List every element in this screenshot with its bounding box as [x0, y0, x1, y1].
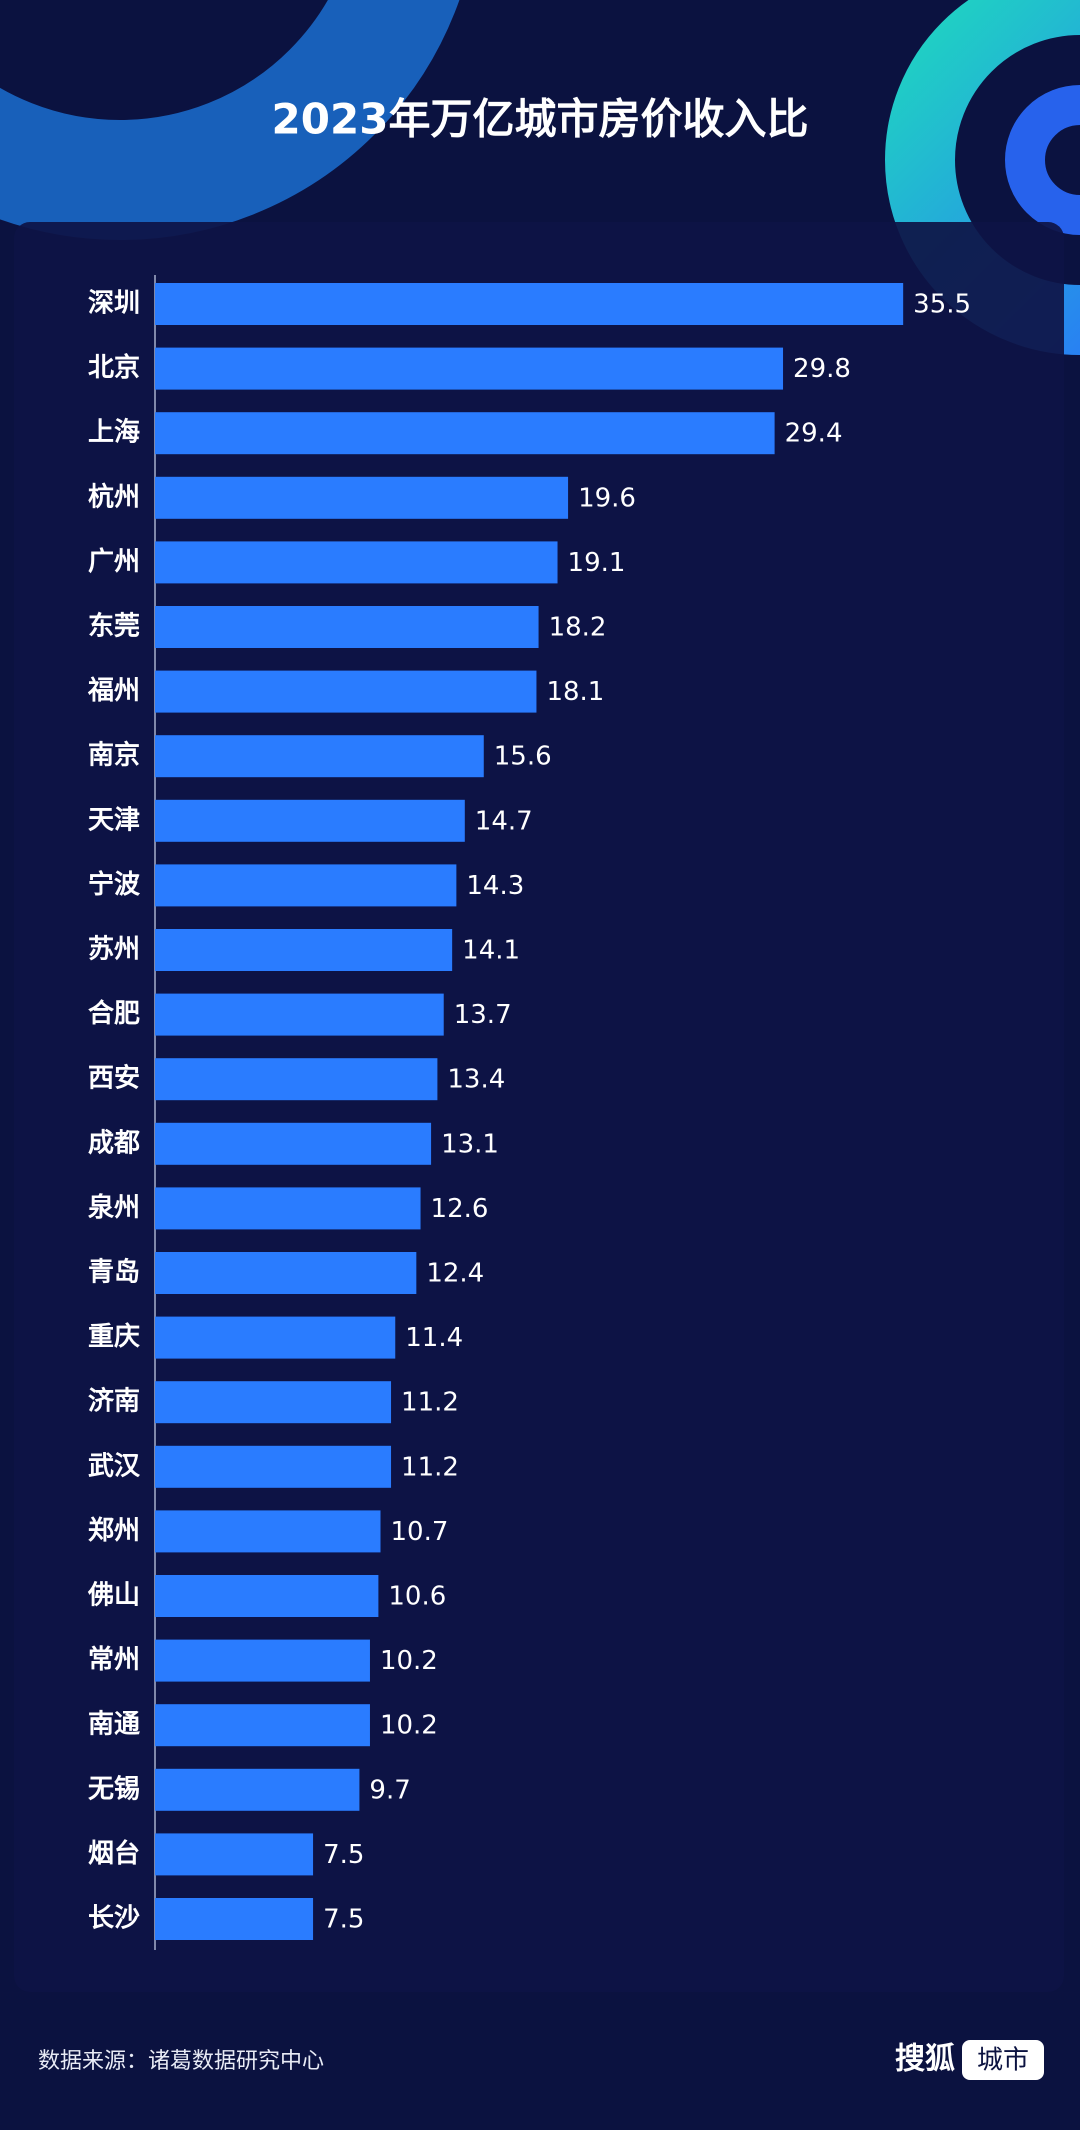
bar [155, 347, 784, 390]
value-label: 10.2 [380, 1711, 438, 1741]
bar [155, 606, 539, 648]
category-label: 烟台 [88, 1838, 140, 1869]
category-label: 青岛 [88, 1257, 140, 1288]
category-label: 泉州 [88, 1192, 140, 1223]
value-label: 19.6 [578, 483, 636, 513]
category-label: 上海 [88, 418, 140, 448]
value-label: 35.5 [913, 290, 971, 320]
bar [155, 1704, 370, 1747]
value-label: 14.1 [462, 936, 520, 966]
category-label: 佛山 [87, 1581, 140, 1611]
logo-tag: 城市 [977, 2046, 1029, 2076]
value-label: 12.4 [426, 1259, 484, 1289]
value-label: 7.5 [323, 1905, 364, 1935]
category-label: 宁波 [88, 869, 141, 900]
category-label: 广州 [88, 547, 140, 577]
source-note: 数据来源：诸葛数据研究中心 [38, 2049, 324, 2074]
category-label: 无锡 [88, 1774, 140, 1804]
value-label: 19.1 [568, 548, 626, 578]
category-label: 长沙 [88, 1904, 140, 1934]
bar [155, 412, 775, 455]
bar [155, 1445, 392, 1488]
category-label: 福州 [87, 676, 140, 706]
value-label: 12.6 [431, 1194, 489, 1224]
decor-arc [0, 0, 460, 240]
bar [155, 1252, 417, 1294]
bar [155, 283, 904, 325]
value-label: 18.1 [546, 677, 604, 707]
category-label: 杭州 [88, 481, 140, 512]
bar [155, 1316, 396, 1359]
bar [155, 929, 453, 971]
bar [155, 1510, 381, 1553]
value-label: 7.5 [323, 1840, 364, 1870]
bar [155, 799, 465, 842]
bar [155, 864, 457, 907]
value-label: 14.3 [466, 871, 524, 901]
value-label: 13.7 [454, 1000, 512, 1030]
logo-tag-box [962, 2040, 1044, 2080]
bar [155, 1639, 370, 1682]
value-label: 18.2 [549, 613, 607, 643]
bar [155, 1058, 438, 1101]
category-label: 西安 [88, 1064, 140, 1094]
category-label: 武汉 [88, 1451, 141, 1481]
value-label: 13.4 [447, 1065, 505, 1095]
value-label: 14.7 [475, 806, 533, 836]
value-label: 29.8 [793, 354, 851, 384]
bar [155, 735, 484, 778]
value-label: 10.2 [380, 1646, 438, 1676]
decor-arc [885, 0, 1080, 355]
bar [155, 1898, 314, 1940]
category-label: 南京 [88, 740, 140, 771]
value-label: 15.6 [494, 742, 552, 772]
value-label: 10.6 [388, 1582, 446, 1612]
bar [155, 1575, 379, 1617]
value-label: 11.2 [401, 1452, 459, 1482]
category-label: 成都 [88, 1128, 140, 1158]
bar [155, 1381, 392, 1424]
category-label: 济南 [88, 1387, 140, 1417]
category-label: 合肥 [88, 998, 140, 1029]
bar [155, 1833, 314, 1876]
category-label: 天津 [88, 805, 140, 835]
bar [155, 1768, 360, 1811]
value-label: 9.7 [369, 1775, 410, 1805]
decor-arc [1005, 85, 1080, 235]
bar [155, 541, 558, 584]
value-label: 29.4 [785, 419, 843, 449]
logo-name: 搜狐 [895, 2042, 955, 2077]
category-label: 深圳 [88, 289, 140, 319]
value-label: 10.7 [391, 1517, 449, 1547]
bar [155, 993, 444, 1036]
value-label: 11.4 [405, 1323, 463, 1353]
value-label: 13.1 [441, 1129, 499, 1159]
category-label: 郑州 [88, 1516, 140, 1546]
chart-title: 2023年万亿城市房价收入比 [272, 95, 809, 144]
bar [155, 1187, 421, 1230]
bar [155, 476, 569, 519]
category-label: 北京 [88, 352, 140, 383]
category-label: 常州 [88, 1645, 140, 1675]
bar [155, 1122, 432, 1165]
category-label: 重庆 [88, 1321, 140, 1352]
category-label: 苏州 [88, 935, 140, 965]
bar [155, 670, 537, 713]
value-label: 11.2 [401, 1388, 459, 1418]
category-label: 东莞 [88, 611, 140, 642]
category-label: 南通 [88, 1710, 140, 1740]
